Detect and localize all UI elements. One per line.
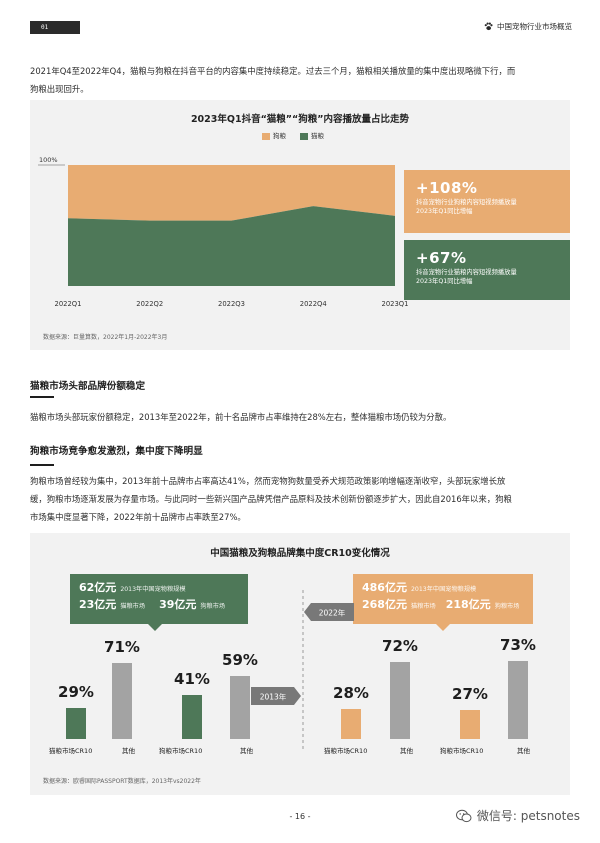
bar-value-label: 27% [452,685,488,704]
x-tick-label: 2022Q3 [218,300,245,308]
chart2-source: 数据来源：欧睿国际PASSPORT数据库，2013年vs2022年 [43,778,201,785]
bar-other [230,675,250,739]
box2022-dog-label: 狗粮市场 [494,603,520,610]
box2013-dog-label: 狗粮市场 [200,603,226,610]
wechat-icon [455,809,472,822]
intro-paragraph: 2021年Q4至2022年Q4，猫粮与狗粮在抖音平台的内容集中度持续稳定。过去三… [30,62,575,98]
callout-dog-desc: 抖音宠物行业狗粮内容短视频播放量 [416,199,517,206]
area-chart: 100% 2022Q1 2022Q2 2022Q3 2022Q4 2023Q1 [38,156,409,308]
page-tag: 01 [30,21,80,34]
intro-line: 2021年Q4至2022年Q4，猫粮与狗粮在抖音平台的内容集中度持续稳定。过去三… [30,66,516,76]
box2022-pointer [436,624,450,631]
bar-value-label: 72% [382,636,418,655]
legend-item-dog: 狗粮 [262,130,286,140]
callout-cat-period: 2023年Q1同比增幅 [416,277,473,285]
callout-cat: +67% 抖音宠物行业猫粮内容短视频播放量 2023年Q1同比增幅 [404,240,570,300]
x-tick-label: 2022Q1 [55,300,82,308]
watermark: 微信号: petsnotes [455,807,580,824]
box2022-total-label: 2013年中国宠物粮规模 [410,586,477,593]
paw-icon [484,22,493,31]
x-tick-label: 2022Q4 [300,300,327,308]
bar-category-label: 猫粮市场CR10 [49,747,93,755]
box2013-cat-label: 猫粮市场 [120,603,146,610]
bar-other [390,661,410,739]
legend-label: 狗粮 [273,132,286,140]
bar-value-label: 73% [500,635,536,654]
legend-label: 猫粮 [311,132,324,140]
box2013-dog: 39亿元 [159,598,197,611]
intro-line: 狗粮出现回升。 [30,84,89,94]
box2013-cat: 23亿元 [79,598,117,611]
callout-dog-period: 2023年Q1同比增幅 [416,207,473,215]
chart1-source: 数据来源：巨量算数，2022年1月-2022年3月 [43,334,168,341]
chart1-legend: 狗粮 猫粮 [262,130,324,140]
bar-category-label: 其他 [240,747,253,755]
section2-text: 狗粮市场曾经较为集中，2013年前十品牌市占率高达41%，然而宠物狗数量受养犬规… [30,472,578,526]
section2-title: 狗粮市场竞争愈发激烈，集中度下降明显 [30,446,203,457]
callout-cat-desc: 抖音宠物行业猫粮内容短视频播放量 [416,269,517,276]
area-cat [68,206,395,286]
section2-line: 狗粮市场曾经较为集中，2013年前十品牌市占率高达41%，然而宠物狗数量受养犬规… [30,476,506,486]
bar-category-label: 其他 [400,747,413,755]
legend-item-cat: 猫粮 [300,130,324,140]
box2022-cat: 268亿元 [362,598,407,611]
box2022-dog: 218亿元 [445,598,491,611]
market-box-2022: 486亿元 2013年中国宠物粮规模 268亿元 猫粮市场 218亿元 狗粮市场 [353,574,533,624]
bar-category-label: 狗粮市场CR10 [159,747,203,755]
bar-cr10 [460,710,480,739]
bar-other [112,663,132,739]
header-title-text: 中国宠物行业市场概览 [497,22,572,31]
bar-cr10 [182,695,202,739]
year-tag-2013-text: 2013年 [260,692,287,702]
header-title: 中国宠物行业市场概览 [484,21,572,32]
callout-cat-value: +67% [416,249,467,267]
box2022-cat-label: 猫粮市场 [410,603,436,610]
market-box-2013: 62亿元 2013年中国宠物粮规模 23亿元 猫粮市场 39亿元 狗粮市场 [70,574,248,624]
bar-other [508,660,528,739]
bar-value-label: 28% [333,684,369,703]
bar-category-label: 猫粮市场CR10 [324,747,368,755]
box2013-total-label: 2013年中国宠物粮规模 [120,586,186,593]
section1-divider [30,396,54,398]
timeline-svg [302,590,304,750]
section2-divider [30,464,54,466]
legend-swatch-cat [300,132,308,140]
chart2-title: 中国猫粮及狗粮品牌集中度CR10变化情况 [210,548,390,559]
section1-title: 猫粮市场头部品牌份额稳定 [30,381,146,392]
x-tick-label: 2023Q1 [382,300,409,308]
bar-category-label: 狗粮市场CR10 [440,747,484,755]
bar-value-label: 29% [58,682,94,701]
section2-line: 市场集中度显著下降，2022年前十品牌市占率跌至27%。 [30,512,246,522]
area-dog [68,165,395,221]
bar-cr10 [341,709,361,739]
callout-dog: +108% 抖音宠物行业狗粮内容短视频播放量 2023年Q1同比增幅 [404,170,570,233]
year-tag-2022-text: 2022年 [319,608,346,618]
bar-value-label: 41% [174,670,210,689]
bar-value-label: 59% [222,650,258,669]
box2013-pointer [148,624,162,631]
box2022-total: 486亿元 [362,581,407,594]
page-number: - 16 - [289,812,311,821]
chart1-title: 2023年Q1抖音“猫粮”“狗粮”内容播放量占比走势 [190,114,410,125]
legend-swatch-dog [262,132,270,140]
callout-dog-value: +108% [416,179,478,197]
bar-category-label: 其他 [122,747,135,755]
box2013-total: 62亿元 [79,581,117,594]
year-tag-2022: 2022年 [304,603,354,621]
bar-value-label: 71% [104,638,140,657]
watermark-text: 微信号: petsnotes [476,809,580,823]
section1-text: 猫粮市场头部玩家份额稳定，2013年至2022年，前十名品牌市占率维持在28%左… [30,412,452,422]
section2-line: 缓，狗粮市场逐渐发展为存量市场。与此同时一些新兴国产品牌凭借产品原料及技术创新份… [30,494,512,504]
bar-category-label: 其他 [517,747,530,755]
y-tick-label: 100% [39,156,58,164]
year-tag-2013: 2013年 [251,687,301,705]
bar-cr10 [66,707,86,739]
x-axis: 2022Q1 2022Q2 2022Q3 2022Q4 2023Q1 [55,300,409,308]
x-tick-label: 2022Q2 [136,300,163,308]
